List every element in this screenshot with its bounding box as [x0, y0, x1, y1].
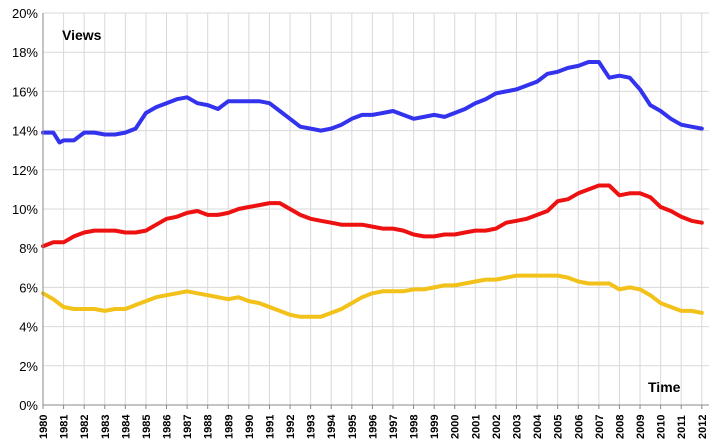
y-tick-label: 16%	[12, 84, 38, 99]
x-tick-label: 1990	[244, 415, 256, 439]
series-line-3	[41, 273, 704, 319]
x-tick-label: 2000	[450, 415, 462, 439]
x-tick-label: 1987	[182, 415, 194, 439]
y-tick-label: 14%	[12, 124, 38, 139]
series-line-1	[41, 60, 704, 145]
series-lines	[41, 60, 704, 319]
x-tick-label: 2005	[553, 415, 565, 439]
x-tick-label: 1985	[141, 415, 153, 439]
x-tick-label: 2003	[512, 415, 524, 439]
x-tick-label: 1981	[59, 415, 71, 439]
x-tick-label: 1997	[388, 415, 400, 439]
x-tick-label: 1982	[79, 415, 91, 439]
y-tick-label: 10%	[12, 202, 38, 217]
x-tick-label: 1992	[285, 415, 297, 439]
x-tick-label: 1996	[367, 415, 379, 439]
x-tick-label: 2001	[470, 415, 482, 439]
x-tick-label: 2012	[697, 415, 709, 439]
y-tick-label: 0%	[19, 398, 38, 413]
y-tick-label: 18%	[12, 45, 38, 60]
x-tick-label: 2002	[491, 415, 503, 439]
x-tick-label: 2010	[656, 415, 668, 439]
x-tick-label: 2006	[573, 415, 585, 439]
x-tick-label: 1980	[38, 415, 50, 439]
y-tick-label: 20%	[12, 6, 38, 21]
x-tick-label: 1989	[223, 415, 235, 439]
y-tick-label: 8%	[19, 241, 38, 256]
x-tick-label: 1999	[429, 415, 441, 439]
x-tick-label: 2004	[532, 414, 544, 439]
x-axis-ticks: 1980 1981 1982 1983 1984 1985 1986 1987 1988 1989…	[38, 414, 709, 439]
x-tick-label: 2008	[614, 415, 626, 439]
x-tick-label: 2011	[676, 415, 688, 439]
x-tick-label: 1994	[326, 414, 338, 439]
x-tick-label: 1988	[203, 415, 215, 439]
x-tick-label: 2007	[594, 415, 606, 439]
y-tick-label: 12%	[12, 163, 38, 178]
x-axis-title: Time	[648, 379, 681, 395]
x-tick-label: 1986	[162, 415, 174, 439]
series-line-2	[41, 183, 704, 249]
x-tick-label: 1998	[409, 415, 421, 439]
x-tick-label: 1993	[306, 415, 318, 439]
x-tick-label: 1983	[100, 415, 112, 439]
x-tick-label: 2009	[635, 415, 647, 439]
x-tick-label: 1991	[264, 415, 276, 439]
x-tick-label: 1995	[347, 415, 359, 439]
y-tick-label: 2%	[19, 359, 38, 374]
y-axis-ticks: 0% 2% 4% 6% 8% 10% 12% 14% 16% 18% 20%	[12, 6, 38, 413]
y-tick-label: 4%	[19, 320, 38, 335]
x-tick-label: 1984	[120, 414, 132, 439]
y-tick-label: 6%	[19, 280, 38, 295]
y-axis-title: Views	[62, 27, 102, 43]
